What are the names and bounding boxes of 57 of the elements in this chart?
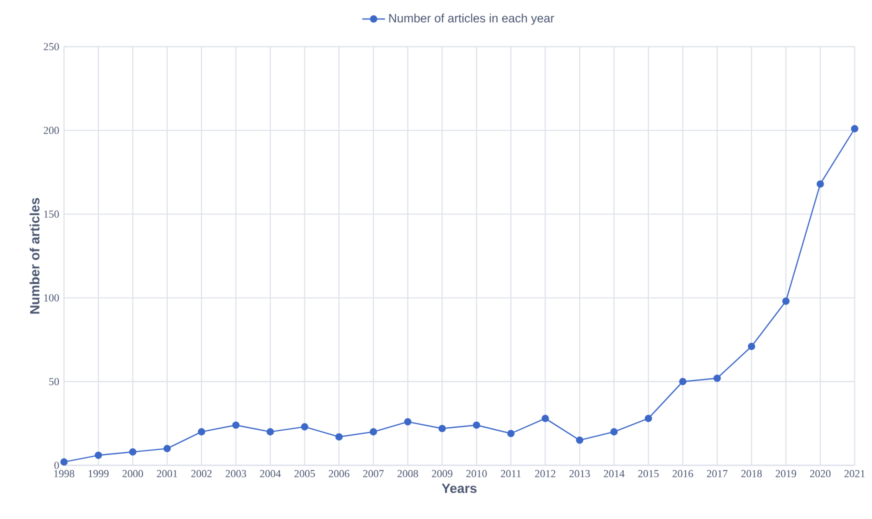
x-tick-label: 2000 (122, 470, 144, 478)
point (335, 433, 343, 441)
point (404, 418, 412, 426)
point (542, 414, 549, 422)
point (94, 452, 102, 460)
point (610, 428, 618, 436)
x-tick-label: 2003 (226, 470, 246, 478)
x-tick-label: 2014 (604, 470, 625, 478)
point (198, 428, 206, 436)
point (300, 423, 308, 431)
point (713, 374, 721, 382)
x-tick-label: 2008 (398, 470, 418, 478)
point (60, 458, 68, 466)
point (232, 422, 240, 429)
x-tick-label: 2009 (432, 470, 452, 478)
x-tick-label: 2005 (294, 470, 315, 478)
x-tick-label: 2017 (706, 470, 728, 478)
y-tick-label: 0 (54, 462, 59, 470)
point (576, 436, 584, 444)
point (370, 428, 378, 436)
point (782, 298, 790, 306)
x-tick-label: 2021 (844, 470, 865, 478)
x-tick-label: 2002 (191, 470, 212, 478)
y-axis-title: Number of articles (30, 198, 40, 314)
point (507, 430, 515, 438)
point (129, 448, 136, 456)
x-tick-label: 2006 (328, 470, 350, 478)
point (748, 342, 756, 350)
x-tick-label: 2004 (260, 470, 281, 478)
x-tick-label: 2001 (156, 470, 178, 478)
x-tick-label: 2007 (363, 470, 384, 478)
y-tick-label: 200 (44, 126, 59, 134)
point (850, 125, 858, 133)
point (679, 378, 686, 386)
x-tick-label: 2016 (672, 470, 694, 478)
x-tick-label: 1998 (54, 470, 74, 478)
y-tick-label: 50 (49, 378, 59, 386)
x-tick-label: 2013 (569, 470, 590, 478)
point (472, 422, 480, 429)
x-tick-label: 2012 (535, 470, 556, 478)
y-tick-label: 100 (44, 294, 59, 302)
y-tick-label: 250 (44, 43, 59, 50)
x-tick-label: 2015 (638, 470, 659, 478)
legend-label: Number of articles in each year (389, 14, 554, 25)
x-tick-label: 2010 (466, 470, 487, 478)
x-tick-label: 2011 (500, 470, 521, 478)
x-axis-title: Years (442, 484, 477, 494)
x-tick-label: 1999 (88, 470, 109, 478)
point (644, 414, 652, 422)
point (438, 424, 446, 432)
point (266, 428, 274, 436)
x-tick-label: 2020 (810, 470, 831, 478)
x-tick-label: 2019 (776, 470, 796, 478)
point (816, 180, 824, 188)
point (163, 445, 171, 452)
x-tick-label: 2018 (741, 470, 762, 478)
y-tick-label: 150 (44, 210, 59, 218)
